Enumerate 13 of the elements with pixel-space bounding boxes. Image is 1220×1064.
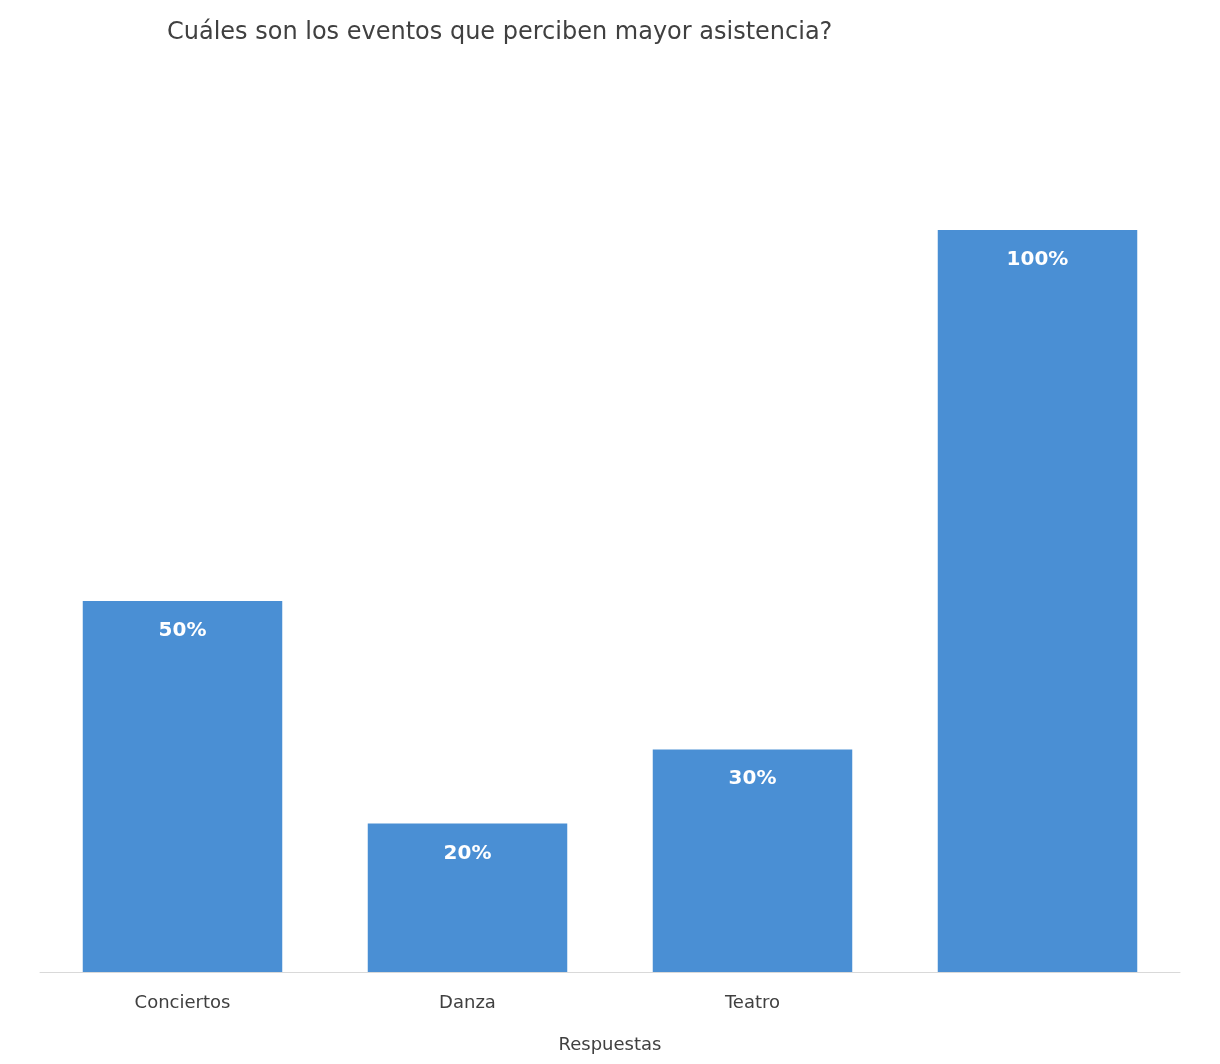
data-label: 100%	[1006, 246, 1069, 270]
x-axis-title: Respuestas	[558, 1032, 662, 1054]
bar	[82, 601, 283, 972]
x-tick-label: Conciertos	[134, 990, 231, 1012]
bar	[937, 230, 1138, 972]
data-label: 30%	[728, 765, 777, 790]
x-tick-label: Danza	[439, 990, 496, 1012]
bar	[652, 749, 853, 972]
chart-title: Cuáles son los eventos que perciben mayor asistencia?	[167, 17, 833, 45]
x-tick-label: Teatro	[723, 990, 781, 1012]
bar	[367, 823, 568, 972]
data-label: 20%	[443, 839, 492, 864]
data-label: 50%	[158, 617, 207, 641]
